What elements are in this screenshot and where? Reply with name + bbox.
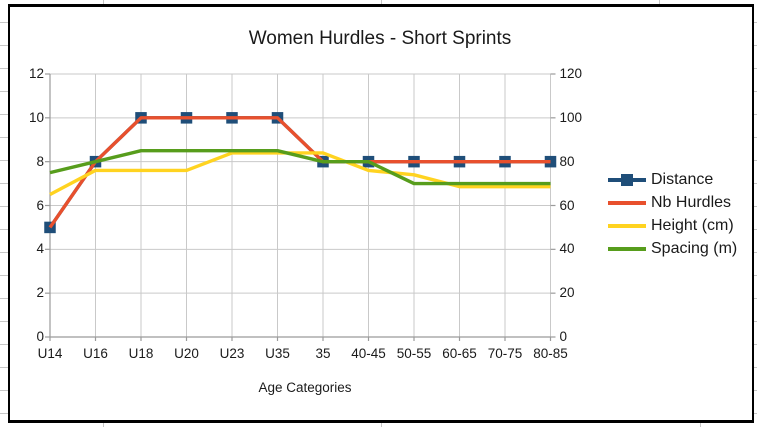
x-axis-category-label: U20 — [174, 346, 199, 361]
y2-axis-tick-label: 0 — [559, 329, 568, 344]
legend-line-icon — [608, 246, 646, 251]
x-axis-category-label: U23 — [219, 346, 245, 361]
y-axis-tick-label: 8 — [36, 153, 44, 169]
series-line-spacing-m — [49, 149, 551, 186]
y-axis-tick-label: 6 — [36, 197, 44, 213]
legend-line-icon — [608, 200, 646, 205]
chart-legend: Distance Nb Hurdles Height (cm) Spacing … — [608, 168, 737, 260]
y2-axis-tick-label: 20 — [559, 285, 575, 301]
y2-axis-tick-label: 100 — [559, 109, 583, 125]
y-axis-tick-label: 12 — [28, 66, 44, 81]
y-axis-tick-label: 4 — [36, 241, 44, 257]
sheet-row-gridlines-right — [754, 0, 757, 427]
x-axis-category-label: U18 — [128, 346, 154, 361]
x-axis-title: Age Categories — [258, 380, 352, 395]
legend-item-height-cm: Height (cm) — [608, 214, 737, 237]
x-axis-category-label: U35 — [265, 346, 290, 361]
legend-label: Spacing (m) — [651, 239, 738, 257]
y2-axis-tick-label: 40 — [559, 241, 575, 257]
x-axis-category-label: U14 — [37, 346, 63, 361]
sheet-column-gridline — [381, 0, 382, 4]
sheet-column-gridline — [381, 423, 382, 427]
chart-title: Women Hurdles - Short Sprints — [248, 28, 512, 49]
y-axis-tick-label: 0 — [36, 329, 44, 344]
legend-label: Height (cm) — [651, 216, 734, 234]
sheet-column-gridline — [103, 0, 104, 4]
sheet-column-gridline — [103, 423, 104, 427]
x-axis-category-label: 70-75 — [487, 346, 523, 361]
x-axis-category-label: U16 — [83, 346, 108, 361]
plot-area — [44, 73, 557, 341]
legend-line-icon — [608, 173, 646, 186]
y2-axis-tick-label: 80 — [559, 153, 575, 169]
series-line-nb-hurdles — [48, 116, 551, 229]
legend-item-spacing-m: Spacing (m) — [608, 237, 737, 260]
sheet-column-gridline — [700, 423, 701, 427]
chart-object[interactable]: Women Hurdles - Short Sprints 0 2 4 6 8 10 12 … — [8, 4, 754, 423]
y-axis-tick-label: 10 — [28, 109, 44, 125]
x-axis-category-label: 40-45 — [351, 346, 386, 361]
legend-label: Nb Hurdles — [651, 193, 732, 211]
sheet-row-gridlines-left — [0, 0, 8, 427]
legend-label: Distance — [651, 170, 714, 188]
y-axis-tick-label: 2 — [36, 285, 44, 301]
legend-square-marker-icon — [621, 173, 633, 186]
x-axis-category-label: 60-65 — [442, 346, 477, 361]
legend-line-icon — [608, 223, 646, 228]
sheet-column-gridline — [659, 0, 660, 4]
y2-axis-tick-label: 120 — [559, 66, 583, 81]
x-axis-category-label: 80-85 — [533, 346, 568, 361]
y2-axis-tick-label: 60 — [559, 197, 575, 213]
series-line-height-cm — [49, 151, 551, 197]
x-axis-category-label: 50-55 — [396, 346, 432, 361]
legend-item-nb-hurdles: Nb Hurdles — [608, 191, 737, 214]
x-axis-category-label: 35 — [315, 346, 331, 361]
legend-item-distance: Distance — [608, 168, 737, 191]
